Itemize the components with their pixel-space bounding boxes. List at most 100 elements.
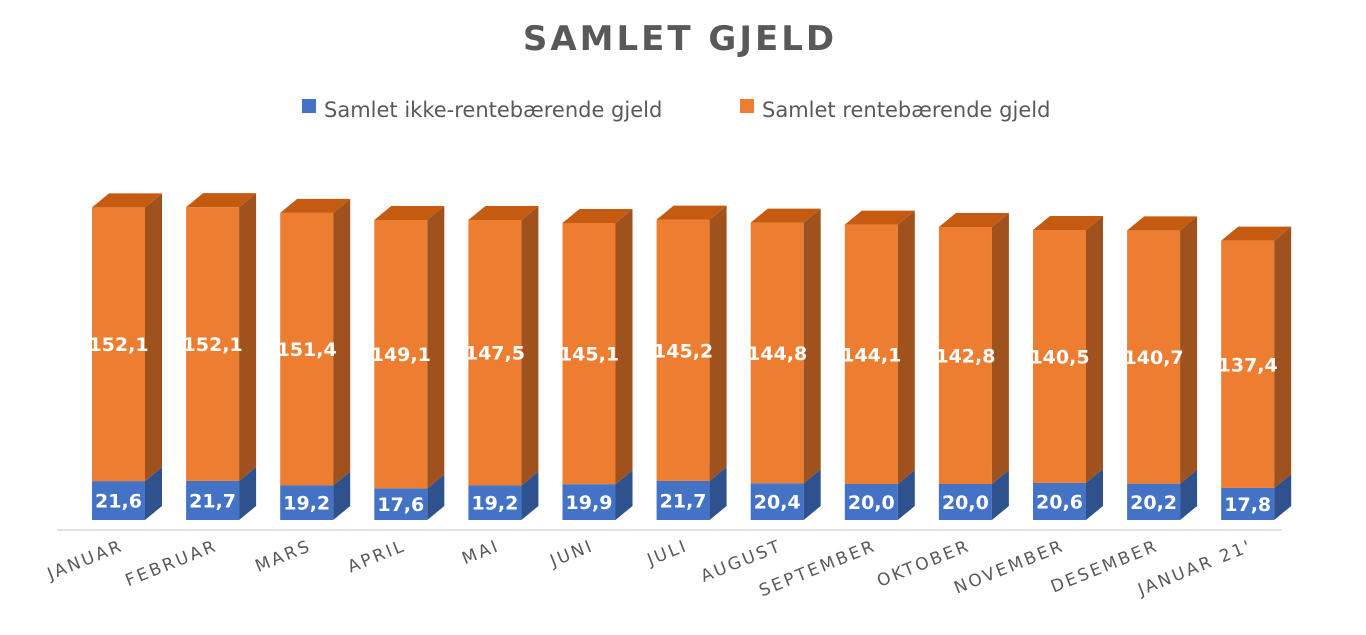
bar-side (521, 471, 539, 520)
bar-segment (1033, 216, 1103, 483)
bar-segment (92, 467, 162, 520)
bar-side (709, 205, 727, 481)
bar-top (186, 193, 257, 208)
bar-front (1127, 230, 1181, 484)
bar-top (938, 212, 1009, 227)
x-tick-label: APRIL (345, 536, 409, 577)
bar-segment (374, 474, 445, 520)
bar-segment (374, 205, 445, 489)
x-tick-label: FEBRUAR (123, 536, 221, 591)
data-label: 145,1 (559, 344, 619, 366)
bar-side (145, 193, 162, 482)
data-label: 149,1 (371, 344, 431, 366)
legend-label-rentebaerende: Samlet rentebærende gjeld (762, 98, 1050, 122)
bar-top (280, 198, 351, 213)
x-tick-label: MARS (252, 536, 314, 577)
bar-segment (186, 193, 257, 481)
data-label: 151,4 (277, 339, 337, 361)
data-label: 17,8 (1224, 494, 1271, 516)
data-label: 21,6 (95, 491, 142, 513)
bar-front (1127, 483, 1181, 520)
bar-top (656, 205, 727, 220)
bar-segment (1221, 226, 1292, 488)
bar-front (1033, 482, 1086, 520)
bar-segment (92, 193, 162, 482)
bar-segment (656, 205, 727, 481)
bar-front (562, 484, 616, 520)
data-label: 20,6 (1036, 491, 1083, 513)
data-label: 21,7 (189, 490, 236, 512)
bar-front (92, 481, 145, 520)
bar-segment (1127, 469, 1198, 520)
bar-front (468, 219, 522, 486)
data-label: 144,8 (747, 343, 807, 365)
bar-side (803, 469, 821, 520)
bar-segment (562, 470, 633, 520)
bar-segment (468, 471, 539, 520)
bar-side (803, 208, 821, 484)
data-label: 20,0 (848, 492, 895, 514)
data-label: 137,4 (1218, 354, 1278, 376)
bar-front (562, 223, 616, 485)
bar-segment (186, 466, 257, 520)
bar-front (750, 483, 804, 520)
bar-side (333, 471, 351, 520)
x-tick-label: MAI (459, 536, 502, 569)
bar-segment (844, 210, 915, 484)
bar-top (1033, 216, 1103, 231)
bar-segment (938, 470, 1009, 520)
data-label: 20,0 (942, 492, 989, 514)
data-label: 147,5 (465, 343, 525, 365)
bar-side (239, 193, 257, 481)
bar-side (615, 470, 633, 520)
data-label: 140,5 (1029, 346, 1089, 368)
bar-front (280, 212, 334, 486)
bar-segment (750, 469, 821, 520)
bar-front (938, 226, 992, 484)
legend: Samlet ikke-rentebærende gjeld Samlet re… (302, 98, 1050, 122)
data-label: 142,8 (935, 345, 995, 367)
bar-top (1127, 216, 1198, 231)
bar-segment (562, 209, 633, 485)
bar-side (897, 470, 915, 520)
data-label: 140,7 (1124, 347, 1184, 369)
x-tick-label: JUNI (547, 536, 597, 572)
bar-side (1180, 469, 1198, 520)
bars-group: 21,6 152,1 21,7 152,1 19,2 151,4 17,6 149,1 19,2… (88, 193, 1292, 520)
bar-segment (656, 466, 727, 520)
data-label: 19,2 (283, 493, 330, 515)
bar-side (145, 467, 162, 520)
bar-front (374, 219, 428, 489)
data-label: 152,1 (183, 334, 243, 356)
bar-segment (1127, 216, 1198, 484)
data-label: 19,9 (566, 492, 613, 514)
bar-side (991, 470, 1009, 520)
bar-front (750, 222, 804, 484)
data-label: 144,1 (841, 344, 901, 366)
bar-front (656, 480, 710, 520)
bar-side (427, 474, 445, 520)
bar-front (186, 480, 240, 520)
bar-front (938, 484, 992, 520)
bar-top (468, 205, 539, 220)
bar-front (844, 484, 898, 520)
bar-side (1274, 473, 1292, 520)
bar-segment (468, 205, 539, 486)
bar-side (239, 466, 257, 520)
bar-front (1221, 487, 1275, 520)
bar-segment (1033, 468, 1103, 520)
legend-swatch-ikke-rentebaerende (302, 99, 316, 113)
bar-top (1221, 226, 1292, 241)
bar-top (92, 193, 162, 208)
bar-front (374, 488, 428, 520)
bar-top (750, 208, 821, 223)
bar-side (897, 210, 915, 484)
data-label: 20,4 (754, 492, 801, 514)
data-label: 19,2 (471, 493, 518, 515)
bar-side (333, 198, 351, 486)
bar-side (1180, 216, 1198, 484)
bar-front (1033, 230, 1086, 483)
bar-side (991, 212, 1009, 484)
bar-front (844, 224, 898, 484)
